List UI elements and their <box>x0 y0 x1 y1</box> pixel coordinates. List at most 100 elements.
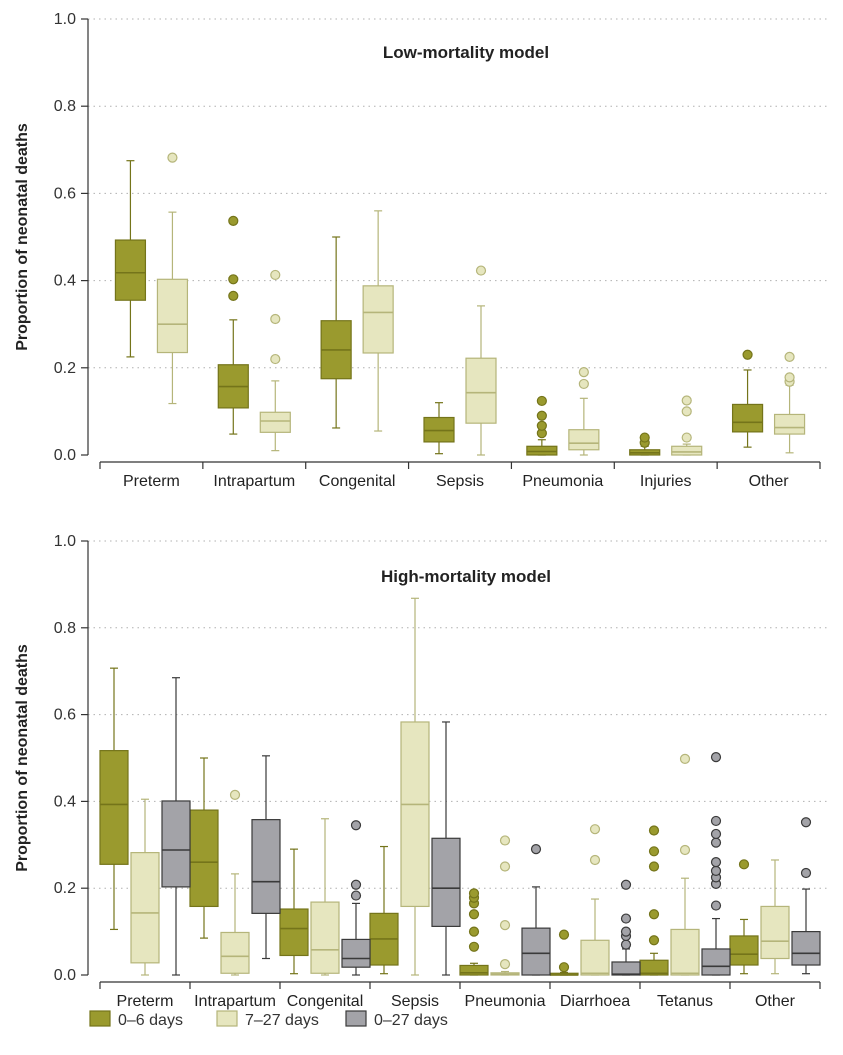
outlier-point <box>589 824 601 835</box>
y-tick-label: 0.2 <box>54 360 76 377</box>
outlier-point <box>710 857 722 868</box>
outlier-point <box>578 367 589 378</box>
outlier-point <box>499 959 511 970</box>
outlier-point <box>499 861 511 872</box>
outlier-point <box>270 269 281 281</box>
outlier-point <box>710 828 722 840</box>
box-other <box>760 859 790 975</box>
legend-item-7-27-days: 7–27 days <box>216 1010 319 1029</box>
outlier-point <box>167 152 178 163</box>
outlier-point <box>620 939 632 950</box>
series-7-27-days <box>130 597 790 976</box>
y-tick-label: 0.4 <box>54 273 76 290</box>
box-pneumonia <box>459 888 489 976</box>
box-intrapartum <box>251 755 281 960</box>
outlier-point <box>578 378 589 390</box>
outlier-point <box>648 935 660 946</box>
iqr-box <box>341 938 371 968</box>
box-preterm <box>130 798 160 976</box>
box-tetanus <box>639 825 669 976</box>
legend-item-0-27-days: 0–27 days <box>345 1010 448 1029</box>
low-mortality-panel: 0.0 0.2 0.4 0.6 0.8 1.0 Preterm Intrapartum Cong… <box>14 11 828 490</box>
box-sepsis <box>431 721 461 976</box>
x-category-label-sepsis: Sepsis <box>436 473 484 490</box>
box-congenital <box>341 820 371 976</box>
outlier-point <box>648 846 660 857</box>
box-injuries <box>629 432 661 456</box>
box-diarrhoea <box>580 824 610 976</box>
iqr-box <box>580 939 610 976</box>
iqr-box <box>161 800 191 888</box>
iqr-box <box>99 750 129 865</box>
iqr-box <box>220 931 250 974</box>
outlier-point <box>228 215 239 226</box>
outlier-point <box>784 372 795 383</box>
legend-label: 0–6 days <box>118 1012 183 1029</box>
outlier-point <box>228 274 239 285</box>
box-sepsis <box>423 402 455 455</box>
x-category-label-other: Other <box>749 473 790 490</box>
iqr-box <box>729 935 759 966</box>
outlier-point <box>784 351 795 362</box>
x-category-label-intrapartum: Intrapartum <box>213 473 295 490</box>
outlier-point <box>620 926 632 937</box>
iqr-box <box>423 416 455 443</box>
outlier-point <box>536 420 547 431</box>
iqr-box <box>773 413 806 435</box>
box-preterm <box>99 667 129 931</box>
outlier-point <box>800 817 812 828</box>
outlier-point <box>710 752 722 763</box>
box-tetanus <box>670 753 700 976</box>
iqr-box <box>521 927 551 976</box>
outlier-point <box>468 926 480 937</box>
outlier-point <box>648 861 660 872</box>
box-congenital <box>310 818 340 976</box>
box-injuries <box>671 395 703 456</box>
box-intrapartum <box>220 789 250 976</box>
outlier-point <box>468 888 480 899</box>
box-diarrhoea <box>611 879 641 976</box>
box-diarrhoea <box>549 929 579 976</box>
box-pneumonia <box>526 395 558 456</box>
legend: 0–6 days 7–27 days 0–27 days <box>89 1010 448 1029</box>
box-sepsis <box>400 597 430 976</box>
series-7-27-days <box>156 152 806 456</box>
x-category-label-congenital: Congenital <box>287 993 364 1010</box>
x-category-label-intrapartum: Intrapartum <box>194 993 276 1010</box>
iqr-box <box>156 278 189 354</box>
y-tick-label: 0.6 <box>54 185 76 202</box>
outlier-point <box>229 789 241 800</box>
outlier-point <box>270 313 281 325</box>
legend-label: 0–27 days <box>374 1012 448 1029</box>
iqr-box <box>189 809 219 908</box>
series-0-27-days <box>161 677 821 976</box>
outlier-point <box>639 432 650 443</box>
y-tick-label: 0.8 <box>54 620 76 637</box>
iqr-box <box>251 819 281 914</box>
iqr-box <box>259 411 291 433</box>
x-category-label-tetanus: Tetanus <box>657 993 713 1010</box>
iqr-box <box>459 964 489 976</box>
outlier-point <box>558 929 570 940</box>
iqr-box <box>279 908 309 957</box>
x-category-label-pneumonia: Pneumonia <box>465 993 546 1010</box>
iqr-box <box>701 948 731 976</box>
outlier-point <box>679 844 691 856</box>
outlier-point <box>648 825 660 836</box>
outlier-point <box>710 837 722 848</box>
iqr-box <box>791 930 821 966</box>
x-category-label-preterm: Preterm <box>117 993 174 1010</box>
box-sepsis <box>465 265 497 456</box>
iqr-box <box>731 403 764 433</box>
box-congenital <box>279 848 309 975</box>
iqr-box <box>130 852 160 964</box>
iqr-box <box>568 429 600 451</box>
box-pneumonia <box>568 367 600 456</box>
box-congenital <box>362 210 394 432</box>
outlier-point <box>620 913 632 924</box>
outlier-point <box>800 867 812 879</box>
series-0-6-days <box>114 160 764 456</box>
outlier-point <box>558 962 570 973</box>
high-mortality-panel: 0.0 0.2 0.4 0.6 0.8 1.0 Preterm Intrapartum Cong… <box>14 533 828 1010</box>
